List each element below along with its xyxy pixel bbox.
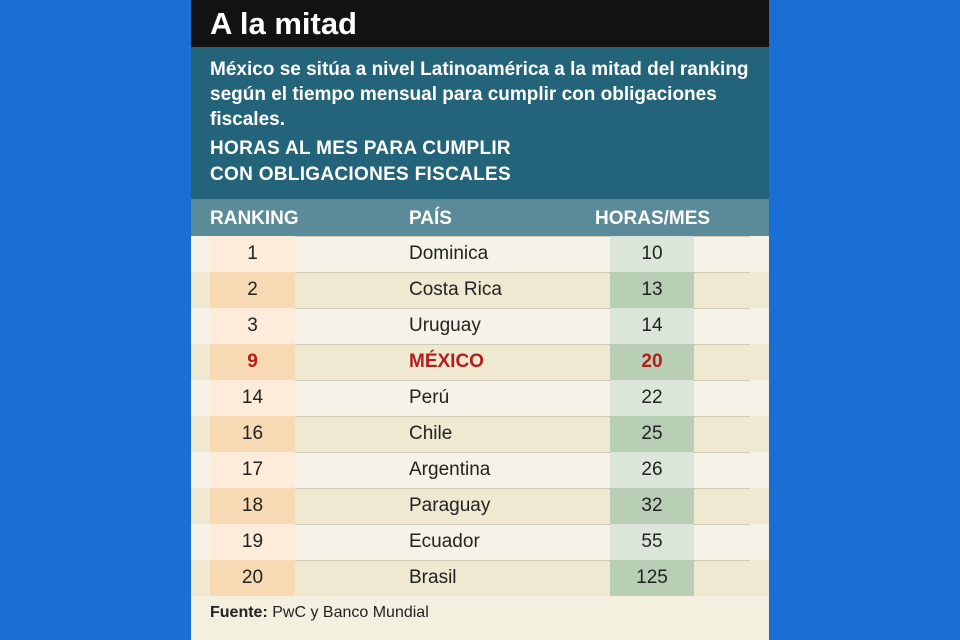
infographic-card: A la mitad México se sitúa a nivel Latin… xyxy=(191,0,769,640)
rank-cell: 18 xyxy=(210,488,295,524)
table-row: 9 MÉXICO 20 xyxy=(191,344,769,380)
subtitle: México se sitúa a nivel Latinoamérica a … xyxy=(210,59,749,130)
country-cell: Paraguay xyxy=(409,495,491,516)
column-header-hours: HORAS/MES xyxy=(595,208,711,229)
rank-cell: 9 xyxy=(210,344,295,380)
rank-cell: 2 xyxy=(210,272,295,308)
rank-cell: 1 xyxy=(210,236,295,272)
row-divider xyxy=(295,416,750,417)
chart-heading-line1: HORAS AL MES PARA CUMPLIR xyxy=(210,138,511,159)
column-header-country: PAÍS xyxy=(409,208,452,229)
row-divider xyxy=(295,308,750,309)
rank-cell: 17 xyxy=(210,452,295,488)
row-divider xyxy=(295,452,750,453)
row-divider xyxy=(295,380,750,381)
table-row: 17 Argentina 26 xyxy=(191,452,769,488)
country-cell: Perú xyxy=(409,387,450,408)
hours-cell: 14 xyxy=(610,308,694,344)
hours-cell: 26 xyxy=(610,452,694,488)
row-divider xyxy=(295,488,750,489)
rank-cell: 20 xyxy=(210,560,295,596)
table-row: 3 Uruguay 14 xyxy=(191,308,769,344)
table-body: 1 Dominica 10 2 Costa Rica 13 3 Uruguay 14 9 MÉXIC… xyxy=(191,236,769,596)
chart-heading-line2: CON OBLIGACIONES FISCALES xyxy=(210,164,511,185)
rank-cell: 19 xyxy=(210,524,295,560)
row-divider xyxy=(295,524,750,525)
hours-cell: 13 xyxy=(610,272,694,308)
country-cell: Brasil xyxy=(409,567,457,588)
country-cell: Argentina xyxy=(409,459,491,480)
row-divider xyxy=(295,236,750,237)
hours-cell: 22 xyxy=(610,380,694,416)
hours-cell: 125 xyxy=(610,560,694,596)
table-row: 14 Perú 22 xyxy=(191,380,769,416)
column-header-ranking: RANKING xyxy=(210,208,299,229)
table-row: 2 Costa Rica 13 xyxy=(191,272,769,308)
chart-heading: HORAS AL MES PARA CUMPLIR CON OBLIGACION… xyxy=(210,136,749,188)
table-row: 16 Chile 25 xyxy=(191,416,769,452)
hours-cell: 25 xyxy=(610,416,694,452)
hours-cell: 20 xyxy=(610,344,694,380)
rank-cell: 14 xyxy=(210,380,295,416)
hours-cell: 55 xyxy=(610,524,694,560)
row-divider xyxy=(295,272,750,273)
row-divider xyxy=(295,344,750,345)
row-divider xyxy=(295,560,750,561)
title-bar: A la mitad xyxy=(191,0,769,47)
column-header-row: RANKING PAÍS HORAS/MES xyxy=(191,199,769,236)
intro-panel: México se sitúa a nivel Latinoamérica a … xyxy=(191,47,769,199)
table-row: 18 Paraguay 32 xyxy=(191,488,769,524)
hours-cell: 32 xyxy=(610,488,694,524)
source-text: PwC y Banco Mundial xyxy=(272,604,429,621)
rank-cell: 16 xyxy=(210,416,295,452)
page-title: A la mitad xyxy=(210,6,357,41)
hours-cell: 10 xyxy=(610,236,694,272)
table-row: 19 Ecuador 55 xyxy=(191,524,769,560)
country-cell: Ecuador xyxy=(409,531,480,552)
table-row: 20 Brasil 125 xyxy=(191,560,769,596)
rank-cell: 3 xyxy=(210,308,295,344)
source-label: Fuente: xyxy=(210,604,268,621)
table-row: 1 Dominica 10 xyxy=(191,236,769,272)
country-cell: Chile xyxy=(409,423,453,444)
source-note: Fuente: PwC y Banco Mundial xyxy=(210,604,429,622)
country-cell: Costa Rica xyxy=(409,279,502,300)
country-cell: Uruguay xyxy=(409,315,481,336)
country-cell: MÉXICO xyxy=(409,351,484,372)
country-cell: Dominica xyxy=(409,243,489,264)
